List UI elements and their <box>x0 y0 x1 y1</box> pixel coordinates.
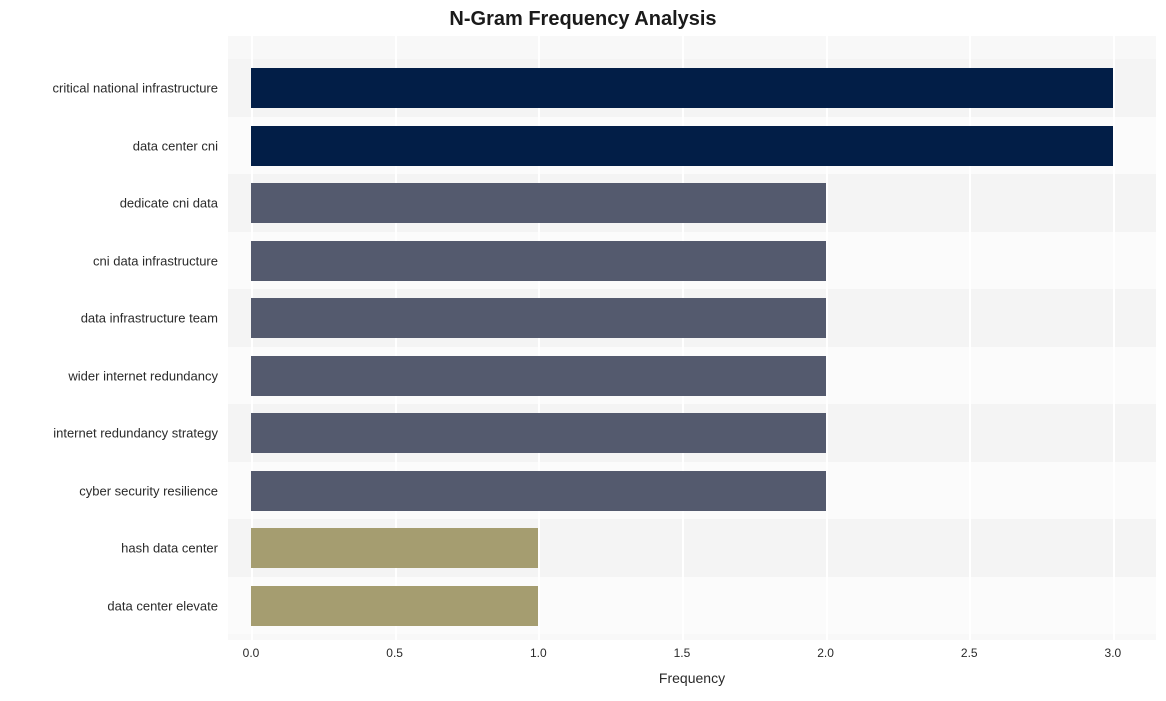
x-axis-title: Frequency <box>228 670 1156 686</box>
y-tick-label: data infrastructure team <box>81 311 218 326</box>
chart-title: N-Gram Frequency Analysis <box>0 8 1166 31</box>
x-tick-label: 2.0 <box>817 646 834 660</box>
y-tick-label: wider internet redundancy <box>68 368 218 383</box>
y-tick-label: internet redundancy strategy <box>53 426 218 441</box>
y-tick-label: data center cni <box>133 138 218 153</box>
bar <box>251 471 826 511</box>
bar <box>251 356 826 396</box>
bar <box>251 528 538 568</box>
bar <box>251 241 826 281</box>
x-tick-label: 3.0 <box>1105 646 1122 660</box>
ngram-frequency-chart: N-Gram Frequency Analysis critical natio… <box>0 0 1166 701</box>
x-axis-ticks: 0.0 0.5 1.0 1.5 2.0 2.5 3.0 <box>228 646 1156 666</box>
x-tick-label: 1.0 <box>530 646 547 660</box>
bar <box>251 298 826 338</box>
y-tick-label: cyber security resilience <box>79 483 218 498</box>
bar <box>251 68 1113 108</box>
bar <box>251 413 826 453</box>
bar <box>251 183 826 223</box>
plot-area <box>228 36 1156 640</box>
grid-line <box>1113 36 1115 640</box>
y-tick-label: cni data infrastructure <box>93 253 218 268</box>
y-tick-label: hash data center <box>121 541 218 556</box>
x-tick-label: 2.5 <box>961 646 978 660</box>
bar <box>251 586 538 626</box>
x-tick-label: 0.0 <box>243 646 260 660</box>
x-tick-label: 0.5 <box>386 646 403 660</box>
y-tick-label: dedicate cni data <box>120 196 218 211</box>
y-axis-labels: critical national infrastructure data cen… <box>0 36 218 640</box>
bar <box>251 126 1113 166</box>
x-tick-label: 1.5 <box>674 646 691 660</box>
y-tick-label: data center elevate <box>107 598 218 613</box>
y-tick-label: critical national infrastructure <box>53 81 218 96</box>
